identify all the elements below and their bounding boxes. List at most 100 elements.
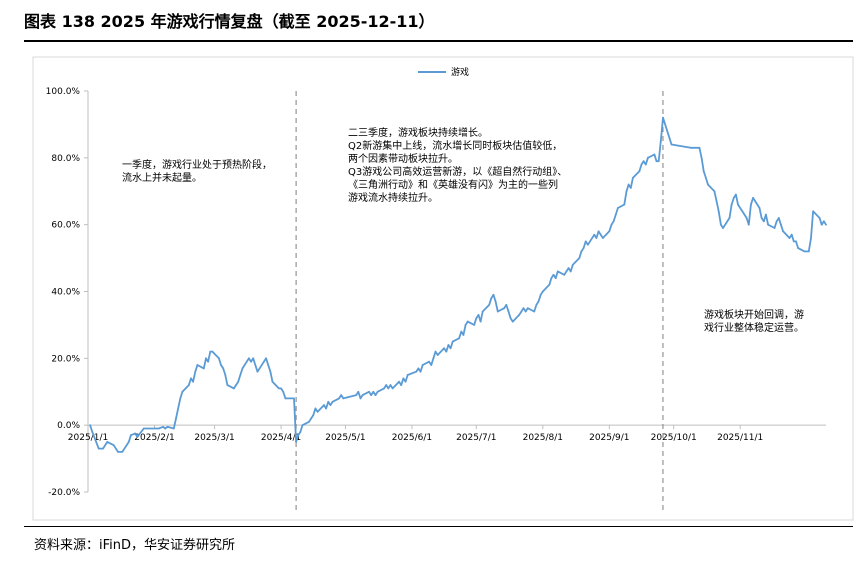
data-point bbox=[580, 250, 583, 253]
x-tick-label: 2025/4/1 bbox=[261, 433, 301, 443]
data-point bbox=[265, 357, 267, 360]
data-point bbox=[419, 370, 422, 373]
data-point bbox=[372, 390, 375, 393]
data-point bbox=[728, 217, 731, 219]
title-rule bbox=[24, 40, 853, 42]
data-point bbox=[451, 340, 454, 343]
data-point bbox=[765, 213, 767, 216]
data-point bbox=[389, 384, 392, 386]
data-point bbox=[383, 387, 385, 390]
x-tick-label: 2025/8/1 bbox=[523, 433, 563, 443]
data-point bbox=[614, 213, 617, 216]
data-point bbox=[432, 357, 435, 360]
data-point bbox=[434, 350, 437, 353]
data-point bbox=[355, 394, 358, 396]
data-point bbox=[220, 364, 222, 366]
data-point bbox=[310, 417, 313, 420]
data-point bbox=[797, 247, 800, 249]
data-point bbox=[142, 427, 145, 430]
data-point bbox=[745, 217, 748, 219]
data-point bbox=[417, 367, 420, 370]
x-tick-label: 2025/7/1 bbox=[456, 433, 496, 443]
data-point bbox=[222, 367, 225, 370]
data-point bbox=[157, 427, 160, 430]
x-tick-label: 2025/9/1 bbox=[589, 433, 629, 443]
data-point bbox=[533, 310, 536, 313]
data-point bbox=[601, 237, 604, 239]
data-point bbox=[217, 357, 220, 360]
data-point bbox=[569, 270, 572, 273]
data-point bbox=[524, 310, 527, 313]
data-point bbox=[207, 360, 210, 363]
data-point bbox=[511, 320, 514, 323]
data-point bbox=[460, 330, 463, 333]
data-point bbox=[278, 387, 280, 390]
data-point bbox=[571, 263, 574, 266]
data-point bbox=[406, 374, 409, 376]
data-point bbox=[762, 220, 765, 223]
x-tick-label: 2025/6/1 bbox=[392, 433, 432, 443]
data-point bbox=[415, 370, 418, 373]
data-point bbox=[492, 293, 495, 296]
data-point bbox=[563, 273, 566, 276]
data-point bbox=[625, 190, 628, 193]
data-point bbox=[599, 233, 602, 236]
data-point bbox=[102, 447, 104, 450]
y-tick-label: 0.0% bbox=[57, 421, 80, 431]
data-point bbox=[777, 217, 780, 219]
data-point bbox=[280, 387, 282, 390]
data-point bbox=[548, 283, 551, 286]
data-point bbox=[732, 197, 735, 199]
data-point bbox=[136, 435, 139, 438]
data-point bbox=[357, 390, 360, 393]
data-point bbox=[385, 384, 388, 386]
data-point bbox=[308, 420, 310, 423]
data-point bbox=[376, 390, 379, 393]
data-point bbox=[175, 417, 177, 420]
data-point bbox=[537, 300, 540, 303]
data-point bbox=[134, 432, 137, 435]
data-point bbox=[539, 293, 542, 296]
annotation-text: 《三角洲行动》和《英雄没有闪》为主的一些列 bbox=[348, 178, 558, 191]
data-point bbox=[447, 344, 450, 346]
x-tick-label: 2025/3/1 bbox=[194, 433, 234, 443]
data-point bbox=[610, 223, 613, 226]
data-point bbox=[713, 190, 716, 193]
data-point bbox=[582, 247, 585, 249]
data-point bbox=[248, 357, 250, 360]
data-point bbox=[130, 434, 132, 437]
data-point bbox=[232, 387, 235, 390]
data-point bbox=[263, 360, 265, 363]
x-tick-label: 2025/10/1 bbox=[651, 433, 697, 443]
data-point bbox=[653, 153, 656, 156]
data-point bbox=[612, 220, 615, 223]
data-point bbox=[97, 447, 100, 450]
data-point bbox=[795, 240, 797, 243]
data-point bbox=[803, 250, 806, 253]
data-point bbox=[692, 146, 694, 149]
data-point bbox=[638, 170, 641, 173]
data-point bbox=[488, 303, 491, 306]
data-point bbox=[822, 220, 825, 223]
data-point bbox=[810, 237, 812, 239]
data-point bbox=[172, 427, 175, 430]
data-point bbox=[209, 350, 212, 353]
data-point bbox=[404, 380, 407, 383]
data-point bbox=[445, 350, 448, 353]
data-point bbox=[402, 377, 405, 380]
data-point bbox=[655, 160, 658, 163]
data-point bbox=[481, 310, 484, 313]
data-point bbox=[593, 233, 596, 236]
data-point bbox=[644, 163, 647, 166]
data-point bbox=[700, 156, 703, 159]
data-point bbox=[370, 394, 373, 396]
data-point bbox=[552, 273, 555, 276]
data-point bbox=[252, 357, 255, 360]
data-point bbox=[254, 364, 257, 366]
data-point bbox=[805, 250, 808, 253]
data-point bbox=[192, 380, 195, 383]
data-point bbox=[704, 176, 707, 179]
data-point bbox=[760, 217, 763, 219]
data-point bbox=[282, 390, 285, 393]
data-point bbox=[162, 425, 164, 428]
